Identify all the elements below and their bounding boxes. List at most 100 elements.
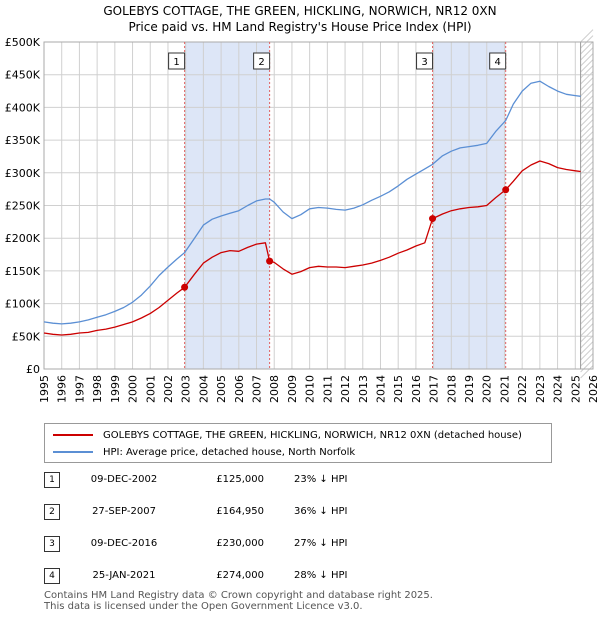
projection-hatch [580,227,594,241]
projection-hatch [580,47,594,61]
projection-hatch [580,161,594,175]
x-tick-label: 2012 [339,375,352,403]
x-tick-label: 2018 [445,375,458,403]
projection-hatch [580,323,594,337]
transaction-price: £274,000 [216,570,264,581]
y-tick-label: £300K [5,167,41,180]
projection-hatch [580,359,594,373]
transaction-hpi: 36% ↓ HPI [294,506,348,517]
x-tick-label: 2013 [357,375,370,403]
property-price-line [43,160,581,336]
projection-hatch [580,287,594,301]
y-tick-label: £400K [5,101,41,114]
plot-border [43,41,594,370]
footer: Contains HM Land Registry data © Crown c… [44,590,433,612]
projection-hatch [580,113,594,127]
transaction-row: 4 25-JAN-2021 £274,000 28% ↓ HPI [44,568,464,584]
x-tick-label: 2005 [215,375,228,403]
legend-line-property [53,434,93,436]
transaction-box-label: 3 [421,57,427,68]
transaction-box-label: 2 [258,57,264,68]
projection-hatch [580,179,594,193]
y-tick-label: £100K [5,298,41,311]
projection-hatch [580,83,594,97]
transaction-box [489,52,507,70]
sale-point [181,283,189,291]
x-tick-label: 2004 [197,375,210,403]
y-tick-label: £450K [5,69,41,82]
projection-hatch [580,275,594,289]
projection-hatch [580,305,594,319]
x-tick-label: 1997 [73,375,86,403]
projection-hatch [580,173,594,187]
x-tick-label: 1995 [38,375,51,403]
projection-hatch [580,143,594,157]
x-tick-label: 2021 [498,375,511,403]
y-tick-label: £500K [5,36,41,49]
projection-hatch [580,197,594,211]
transaction-row: 1 09-DEC-2002 £125,000 23% ↓ HPI [44,472,464,488]
y-tick-label: £50K [12,330,41,343]
x-tick-label: 2024 [552,375,565,403]
projection-hatch [580,347,594,361]
legend-line-hpi [53,451,93,453]
projection-hatch [580,149,594,163]
projection-hatch [580,101,594,115]
projection-hatch [580,89,594,103]
chart-subtitle: Price paid vs. HM Land Registry's House … [128,20,472,34]
x-tick-label: 2006 [233,375,246,403]
x-tick-label: 2026 [587,375,600,403]
projection-hatch [580,77,594,91]
x-tick-label: 2002 [162,375,175,403]
projection-hatch [580,95,594,109]
projection-hatch [580,239,594,253]
legend-item-hpi: HPI: Average price, detached house, Nort… [53,445,355,459]
x-tick-label: 2020 [481,375,494,403]
projection-hatch [580,71,594,85]
projection-hatch [580,299,594,313]
footer-licence: This data is licensed under the Open Gov… [44,601,363,612]
projection-hatch [580,209,594,223]
projection-hatch [580,341,594,355]
projection-hatch [580,107,594,121]
projection-hatch [580,257,594,271]
transaction-price: £164,950 [216,506,264,517]
x-tick-label: 2009 [286,375,299,403]
projection-hatch [580,41,594,55]
transaction-badge: 1 [44,472,60,488]
projection-hatch [580,155,594,169]
x-tick-label: 2017 [428,375,441,403]
transaction-badge: 2 [44,504,60,520]
y-tick-label: £200K [5,232,41,245]
projection-hatch [580,365,594,379]
chart-title: GOLEBYS COTTAGE, THE GREEN, HICKLING, NO… [103,4,497,18]
legend-item-property: GOLEBYS COTTAGE, THE GREEN, HICKLING, NO… [53,428,522,442]
x-tick-label: 2007 [251,375,264,403]
projection-hatch [580,131,594,145]
x-tick-label: 1999 [109,375,122,403]
legend-label-hpi: HPI: Average price, detached house, Nort… [103,446,356,458]
projection-hatch [580,311,594,325]
projection-hatch [580,137,594,151]
transaction-date: 25-JAN-2021 [92,570,156,581]
footer-copyright: Contains HM Land Registry data © Crown c… [44,590,433,601]
x-tick-label: 2014 [374,375,387,403]
projection-hatch [580,221,594,235]
projection-hatch [580,191,594,205]
x-tick-label: 2000 [127,375,140,403]
projection-hatch [580,317,594,331]
x-tick-label: 2001 [144,375,157,403]
transaction-row: 3 09-DEC-2016 £230,000 27% ↓ HPI [44,536,464,552]
projection-hatch [580,203,594,217]
transaction-badge: 4 [44,568,60,584]
projection-hatch [580,53,594,67]
projection-hatch [580,59,594,73]
projection-hatch [580,167,594,181]
projection-hatch [580,353,594,367]
transaction-badge: 3 [44,536,60,552]
transaction-box-label: 4 [495,57,501,68]
hpi-line [43,80,581,325]
transaction-date: 27-SEP-2007 [92,506,156,517]
x-tick-label: 2003 [180,375,193,403]
price-chart: £0 £50K £100K £150K £200K £250K £300K £350K £400… [5,29,600,403]
